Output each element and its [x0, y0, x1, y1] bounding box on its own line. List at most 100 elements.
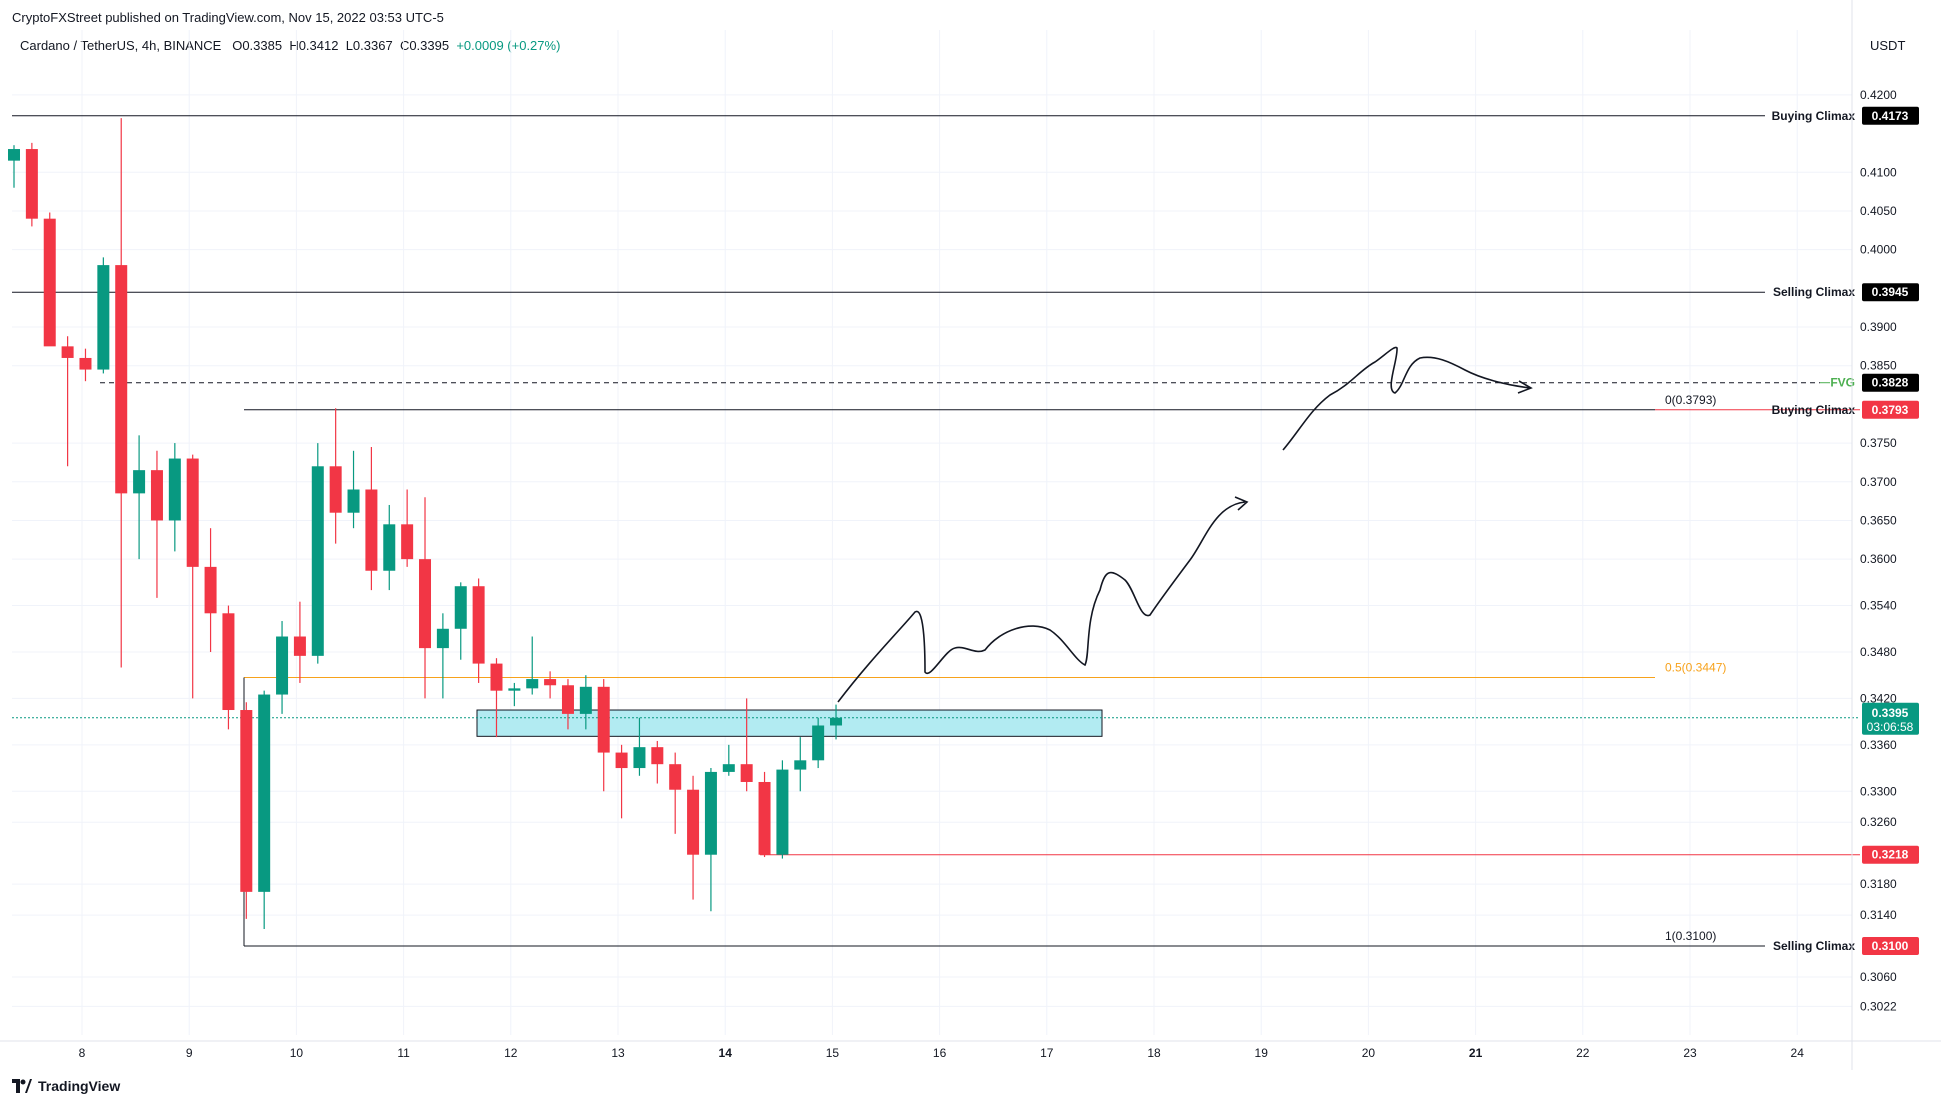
candle-body: [722, 764, 735, 772]
level-name-label: Buying Climax: [1772, 403, 1856, 417]
x-tick-label: 13: [611, 1046, 625, 1060]
x-tick-label: 20: [1362, 1046, 1376, 1060]
candle-body: [61, 346, 74, 358]
change-value: +0.0009 (+0.27%): [456, 38, 561, 53]
candle-body: [97, 265, 110, 370]
candle-body: [150, 470, 163, 521]
low-value: L0.3367: [345, 38, 393, 53]
price-badge: [1862, 937, 1919, 956]
y-tick-label: 0.3480: [1860, 645, 1897, 659]
candle-body: [633, 747, 646, 769]
level-name-label: Buying Climax: [1772, 109, 1856, 123]
price-badge-text: 0.3828: [1872, 376, 1909, 390]
candle-body: [79, 357, 92, 370]
projection-arrowhead-2: [1517, 380, 1533, 394]
candle-body: [293, 636, 306, 656]
projection-arrowhead-1: [1234, 496, 1249, 511]
candle-body: [597, 686, 610, 753]
candle-body: [794, 760, 807, 770]
x-tick-label: 19: [1255, 1046, 1269, 1060]
demand-zone-box: [476, 709, 1103, 737]
candle-body: [651, 747, 664, 765]
price-badge-text: 0.3945: [1872, 285, 1909, 299]
y-tick-label: 0.3180: [1860, 877, 1897, 891]
currency-label: USDT: [1870, 38, 1906, 53]
y-tick-label: 0.4200: [1860, 88, 1897, 102]
candle-body: [830, 717, 843, 726]
candle-body: [365, 489, 378, 571]
candle-body: [740, 764, 753, 782]
candle-body: [43, 218, 56, 347]
candle-body: [490, 663, 503, 691]
candle-body: [329, 466, 342, 513]
y-tick-label: 0.3060: [1860, 970, 1897, 984]
price-badge: [1862, 845, 1919, 864]
candle-body: [401, 524, 414, 560]
y-tick-label: 0.3022: [1860, 999, 1897, 1013]
y-tick-label: 0.4000: [1860, 243, 1897, 257]
x-tick-label: 14: [719, 1046, 733, 1060]
price-badge: [1862, 106, 1919, 125]
x-tick-label: 24: [1791, 1046, 1805, 1060]
candle-body: [526, 679, 539, 689]
symbol-name[interactable]: Cardano / TetherUS, 4h, BINANCE: [20, 38, 222, 53]
candle-body: [436, 628, 449, 649]
price-badge-text: 0.3100: [1872, 939, 1909, 953]
candle-body: [186, 458, 199, 567]
candle-body: [544, 679, 557, 686]
candle-body: [8, 149, 20, 161]
candle-body: [419, 559, 432, 649]
price-badge-text: 0.3218: [1872, 848, 1909, 862]
open-value: O0.3385: [232, 38, 283, 53]
level-name-label: Selling Climax: [1773, 285, 1855, 299]
candle-body: [472, 586, 485, 664]
tradingview-logo[interactable]: TradingView: [12, 1078, 120, 1094]
x-tick-label: 17: [1040, 1046, 1054, 1060]
current-price-text: 0.3395: [1872, 706, 1909, 720]
candle-body: [704, 771, 717, 855]
candle-body: [311, 466, 324, 656]
price-badge-text: 0.4173: [1872, 109, 1909, 123]
candle-body: [347, 489, 360, 513]
candle-body: [276, 636, 289, 695]
y-tick-label: 0.4050: [1860, 204, 1897, 218]
tradingview-brand: TradingView: [38, 1078, 121, 1094]
countdown-text: 03:06:58: [1867, 720, 1914, 734]
x-tick-label: 21: [1469, 1046, 1483, 1060]
y-tick-label: 0.3600: [1860, 552, 1897, 566]
x-tick-label: 16: [933, 1046, 947, 1060]
candle-body: [168, 458, 181, 521]
x-tick-label: 10: [290, 1046, 304, 1060]
x-tick-label: 23: [1683, 1046, 1697, 1060]
projection-path-upper: [1282, 346, 1531, 451]
candle-body: [758, 781, 771, 855]
x-tick-label: 11: [397, 1046, 410, 1060]
zone-layer: [476, 709, 1103, 737]
candle-body: [669, 764, 682, 790]
y-tick-label: 0.4100: [1860, 165, 1897, 179]
candle-body: [561, 685, 574, 714]
x-tick-label: 15: [826, 1046, 840, 1060]
candle-body: [508, 688, 521, 691]
candle-body: [115, 265, 128, 494]
fib-label: 0.5(0.3447): [1665, 661, 1726, 675]
level-lines: 0(0.3793) 0.5(0.3447) 1(0.3100) Buying Clim…: [12, 106, 1919, 956]
y-tick-label: 0.3650: [1860, 513, 1897, 527]
candle-body: [687, 789, 700, 855]
tradingview-logo-icon: [12, 1079, 32, 1093]
x-tick-label: 9: [186, 1046, 193, 1060]
y-tick-label: 0.3300: [1860, 784, 1897, 798]
y-tick-label: 0.3360: [1860, 738, 1897, 752]
close-value: C0.3395: [399, 38, 450, 53]
y-tick-label: 0.3850: [1860, 359, 1897, 373]
axis-layer: 0.4200 0.4100 0.4050 0.4000 0.3900 0.3850 0.37…: [0, 0, 1941, 1070]
candle-body: [454, 586, 467, 629]
candle-body: [258, 694, 271, 892]
high-value: H0.3412: [289, 38, 339, 53]
level-name-label: FVG: [1830, 376, 1855, 390]
level-name-label: Selling Climax: [1773, 939, 1855, 953]
publisher-caption: CryptoFXStreet published on TradingView.…: [12, 10, 444, 25]
grid: [12, 30, 1852, 1035]
y-tick-label: 0.3260: [1860, 815, 1897, 829]
